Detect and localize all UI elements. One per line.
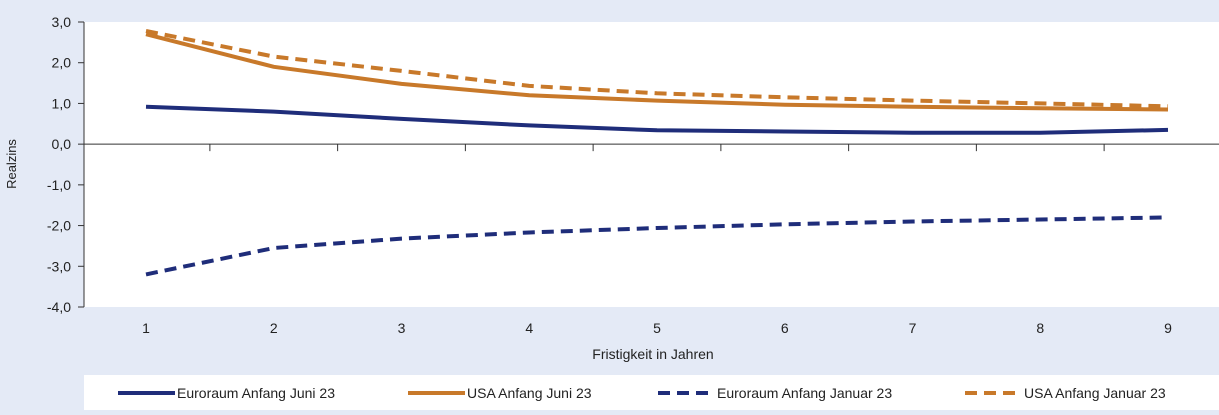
x-tick-label: 7 xyxy=(909,320,917,336)
x-tick-label: 6 xyxy=(781,320,789,336)
y-tick-label: -2,0 xyxy=(47,218,71,234)
x-tick-label: 9 xyxy=(1164,320,1172,336)
series-line xyxy=(145,104,1169,135)
y-tick-label: -3,0 xyxy=(47,258,71,274)
series-line xyxy=(145,29,1169,109)
legend-band xyxy=(84,375,1219,410)
legend-label: USA Anfang Januar 23 xyxy=(1024,385,1166,401)
x-tick-label: 8 xyxy=(1036,320,1044,336)
x-tick-label: 4 xyxy=(525,320,533,336)
legend-label: Euroraum Anfang Januar 23 xyxy=(717,385,892,401)
y-tick-label: 0,0 xyxy=(52,136,72,152)
y-tick-label: -1,0 xyxy=(47,177,71,193)
x-tick-label: 5 xyxy=(653,320,661,336)
plot-area xyxy=(84,22,1219,307)
series-line xyxy=(145,215,1169,277)
y-tick-label: 2,0 xyxy=(52,55,72,71)
x-axis-label: Fristigkeit in Jahren xyxy=(592,346,713,362)
series-layer xyxy=(145,29,1169,277)
x-tick-label: 2 xyxy=(270,320,278,336)
legend-label: Euroraum Anfang Juni 23 xyxy=(177,385,335,401)
y-tick-label: -4,0 xyxy=(47,299,71,315)
y-tick-label: 3,0 xyxy=(52,14,72,30)
y-axis-label: Realzins xyxy=(4,139,19,189)
y-tick-label: 1,0 xyxy=(52,95,72,111)
series-line xyxy=(145,32,1169,112)
x-tick-label: 1 xyxy=(142,320,150,336)
legend-label: USA Anfang Juni 23 xyxy=(467,385,592,401)
x-tick-label: 3 xyxy=(398,320,406,336)
axes: 3,0 2,0 1,0 0,0 -1,0 -2,0 -3,0 -4,0 1 2 3 4 5 6 7 8 9 xyxy=(47,14,1219,336)
legend: Euroraum Anfang Juni 23 USA Anfang Juni 2… xyxy=(118,385,1166,401)
